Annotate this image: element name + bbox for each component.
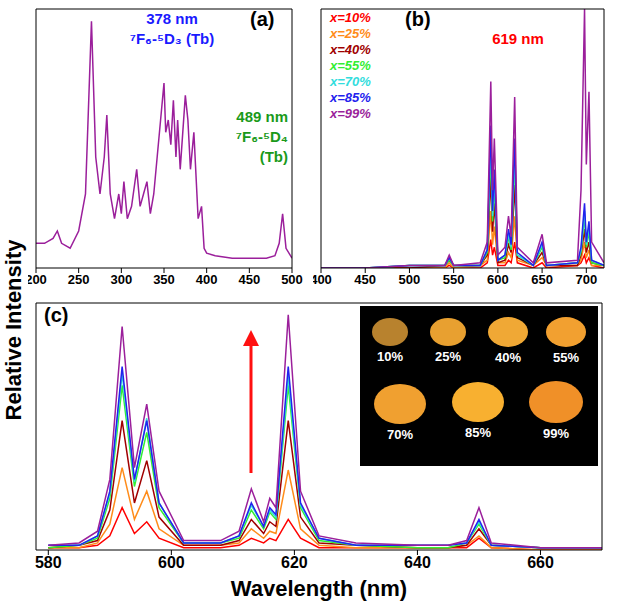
svg-text:350: 350	[153, 272, 175, 287]
html-text:x=85%: x=85%	[330, 90, 371, 105]
svg-text:250: 250	[68, 272, 90, 287]
svg-text:200: 200	[28, 272, 47, 287]
svg-text:450: 450	[238, 272, 260, 287]
html-text:x=40%: x=40%	[330, 42, 371, 57]
svg-text:600: 600	[487, 272, 509, 287]
html-text:Relative Intensity: Relative Intensity	[1, 239, 26, 421]
html-text:(c): (c)	[44, 304, 69, 326]
svg-text:400: 400	[313, 272, 332, 287]
html-text:(Tb): (Tb)	[259, 148, 288, 165]
svg-text:620: 620	[281, 554, 308, 571]
html-text:619 nm: 619 nm	[492, 30, 544, 47]
html-text:x=55%: x=55%	[330, 58, 371, 73]
html-text:85%: 85%	[465, 425, 491, 440]
svg-text:580: 580	[35, 554, 62, 571]
svg-text:650: 650	[531, 272, 553, 287]
html-text:99%: 99%	[543, 426, 569, 441]
svg-text:400: 400	[196, 272, 218, 287]
html-text:55%: 55%	[553, 350, 579, 365]
html-text:⁷F₆-⁵D₄: ⁷F₆-⁵D₄	[235, 128, 288, 145]
html-text:(a): (a)	[250, 8, 275, 30]
html-text:(b): (b)	[405, 8, 431, 30]
html-text:Wavelength (nm): Wavelength (nm)	[230, 576, 408, 601]
html-text:x=70%: x=70%	[330, 74, 371, 89]
html-text:x=25%: x=25%	[330, 26, 371, 41]
html-text:489 nm: 489 nm	[236, 108, 288, 125]
svg-text:600: 600	[158, 554, 185, 571]
html-text:x=99%: x=99%	[330, 106, 371, 121]
html-text:25%: 25%	[435, 349, 461, 364]
svg-text:640: 640	[404, 554, 431, 571]
html-text:70%: 70%	[387, 427, 413, 442]
svg-text:450: 450	[354, 272, 376, 287]
svg-text:700: 700	[575, 272, 597, 287]
html-text:⁷F₆-⁵D₃ (Tb): ⁷F₆-⁵D₃ (Tb)	[129, 30, 215, 47]
svg-text:300: 300	[110, 272, 132, 287]
html-text:x=10%: x=10%	[330, 10, 371, 25]
html-text:40%: 40%	[495, 350, 521, 365]
html-text:10%: 10%	[377, 349, 403, 364]
svg-text:500: 500	[399, 272, 421, 287]
svg-text:500: 500	[281, 272, 303, 287]
svg-text:550: 550	[443, 272, 465, 287]
svg-text:660: 660	[527, 554, 554, 571]
html-text:378 nm: 378 nm	[146, 10, 198, 27]
